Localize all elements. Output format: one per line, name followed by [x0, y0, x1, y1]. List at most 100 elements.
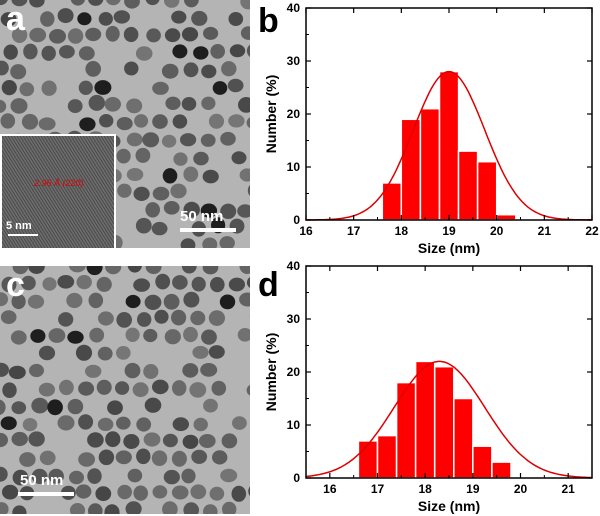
lattice-fringe — [2, 154, 61, 248]
nanoparticle — [85, 27, 102, 42]
nanoparticles — [0, 266, 250, 514]
nanoparticle — [146, 28, 161, 43]
nanoparticle — [126, 132, 143, 147]
lattice-fringe — [88, 136, 114, 177]
nanoparticle — [89, 327, 105, 343]
nanoparticle — [97, 417, 114, 431]
lattice-fringes — [2, 136, 114, 248]
nanoparticle — [95, 486, 112, 502]
lattice-fringe — [76, 136, 114, 197]
nanoparticle — [192, 345, 209, 359]
histogram-b-svg: 16 17 18 19 20 21 22 0 10 20 30 40 Size (nm) Number (… — [263, 1, 599, 256]
lattice-fringe — [7, 136, 79, 248]
x-tick-label: 20 — [490, 224, 504, 238]
nanoparticle — [88, 292, 104, 309]
lattice-fringe — [4, 136, 76, 248]
scale-bar-label-a: 50 nm — [180, 208, 224, 225]
nanoparticle — [8, 365, 26, 380]
nanoparticle — [163, 469, 180, 485]
nanoparticle — [127, 266, 142, 273]
nanoparticle — [116, 416, 131, 430]
hrtem-inset-canvas — [2, 136, 114, 248]
nanoparticle — [85, 364, 102, 378]
nanoparticle — [113, 10, 130, 24]
nanoparticle — [228, 114, 245, 128]
nanoparticle — [212, 450, 228, 465]
nanoparticle — [107, 400, 123, 415]
nanoparticle — [38, 345, 56, 361]
nanoparticle — [69, 503, 86, 514]
y-tick-label: 10 — [287, 160, 301, 174]
nanoparticle — [19, 82, 35, 97]
x-tick-label: 18 — [418, 482, 432, 496]
scale-bar-label-c: 50 nm — [20, 472, 64, 489]
lattice-fringe — [2, 207, 28, 248]
nanoparticle — [154, 309, 169, 324]
nanoparticle — [1, 276, 17, 293]
x-axis-label: Size (nm) — [418, 240, 480, 256]
nanoparticle — [38, 117, 56, 131]
nanoparticle — [222, 501, 237, 514]
nanoparticle — [182, 434, 199, 449]
nanoparticle — [10, 98, 28, 114]
nanoparticle — [193, 46, 209, 60]
lattice-fringe — [91, 136, 114, 173]
nanoparticle — [31, 468, 48, 484]
nanoparticle — [57, 415, 75, 431]
nanoparticle — [152, 485, 168, 499]
nanoparticle — [117, 183, 132, 198]
lattice-fringe — [22, 136, 94, 248]
histogram-d-svg: 16 17 18 19 20 21 0 10 20 30 40 Size (nm) Number (%) — [263, 259, 593, 514]
nanoparticle — [40, 11, 55, 27]
nanoparticle — [183, 326, 198, 343]
nanoparticle — [136, 448, 151, 465]
nanoparticle — [152, 379, 169, 395]
inset-scale-bar-label: 5 nm — [6, 220, 32, 232]
nanoparticle — [68, 266, 86, 273]
nanoparticle — [145, 0, 160, 6]
lattice-fringe — [37, 136, 109, 248]
nanoparticle — [88, 503, 103, 514]
nanoparticle — [189, 382, 207, 398]
nanoparticle — [124, 362, 141, 379]
nanoparticle — [228, 277, 245, 292]
histogram-bar — [419, 107, 441, 221]
lattice-fringe — [55, 136, 114, 230]
nanoparticle — [98, 449, 115, 466]
scale-bar-c — [18, 492, 74, 496]
nanoparticle — [200, 363, 218, 377]
nanoparticle — [115, 381, 130, 395]
nanoparticle — [193, 417, 208, 432]
lattice-fringe — [2, 226, 16, 248]
nanoparticle — [0, 60, 9, 76]
nanoparticle — [181, 468, 196, 484]
x-tick-label: 19 — [466, 482, 480, 496]
nanoparticle — [191, 276, 206, 292]
histogram-bar — [438, 70, 460, 221]
nanoparticle — [59, 45, 75, 59]
nanoparticle — [116, 117, 133, 131]
nanoparticle — [21, 113, 39, 130]
nanoparticle — [132, 382, 149, 398]
x-tick-label: 21 — [561, 482, 575, 496]
nanoparticle — [162, 168, 178, 184]
nanoparticle — [180, 133, 197, 147]
nanoparticle — [161, 63, 179, 79]
lattice-fringe — [2, 202, 31, 248]
lattice-fringe — [49, 136, 114, 240]
nanoparticle — [87, 468, 102, 484]
y-tick-label: 30 — [287, 312, 301, 326]
nanoparticle — [12, 505, 27, 514]
lattice-fringe — [10, 136, 82, 248]
lattice-fringe — [58, 136, 114, 225]
y-tick-label: 0 — [293, 213, 300, 227]
nanoparticle — [228, 12, 244, 26]
nanoparticle — [246, 384, 250, 396]
lattice-fringe — [2, 168, 52, 248]
nanoparticle — [143, 364, 159, 379]
nanoparticle — [11, 431, 28, 447]
nanoparticle — [172, 275, 188, 290]
nanoparticle — [219, 236, 235, 248]
nanoparticle — [183, 201, 200, 218]
lattice-fringe — [70, 136, 114, 206]
